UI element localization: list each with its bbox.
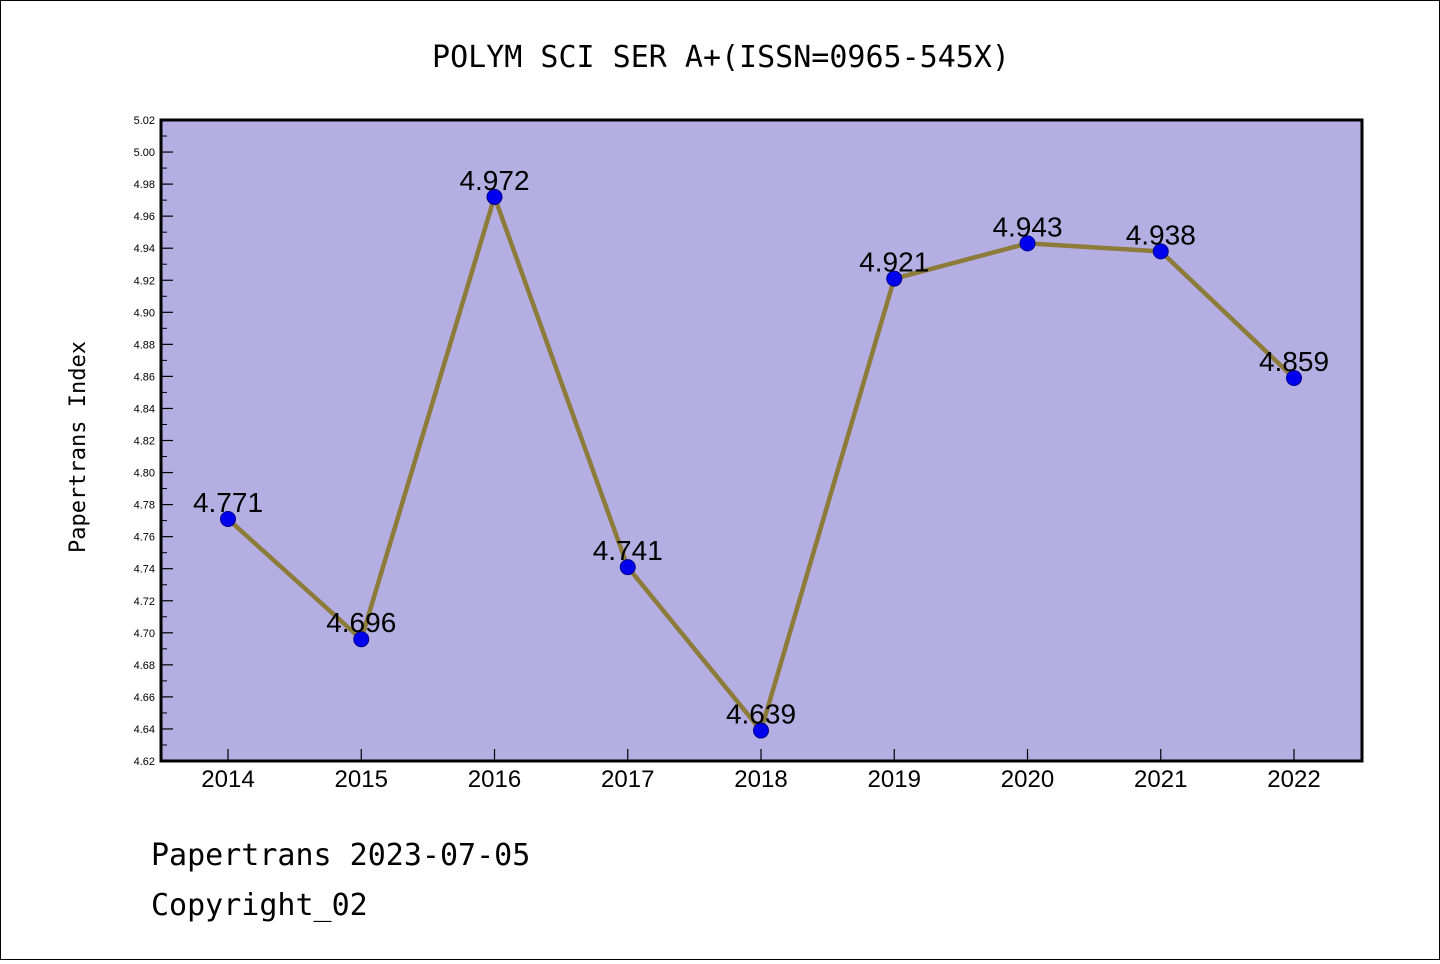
x-tick-label: 2022 <box>1267 766 1320 793</box>
data-point <box>1286 370 1302 387</box>
y-tick-label: 4.96 <box>134 211 155 223</box>
series-group <box>220 188 1302 739</box>
y-tick-label: 4.76 <box>134 532 155 544</box>
y-tick-label: 5.02 <box>134 115 155 127</box>
x-axis-ticks: 2014 2015 2016 2017 2018 2019 2020 2021 2022 <box>201 749 1321 793</box>
y-tick-label: 4.62 <box>134 756 155 768</box>
data-label: 4.741 <box>593 535 663 566</box>
y-tick-label: 4.66 <box>134 692 155 704</box>
data-point <box>1019 235 1036 252</box>
y-tick-label: 4.68 <box>134 660 155 672</box>
y-tick-label: 4.74 <box>134 564 155 576</box>
y-tick-label: 4.88 <box>134 339 155 351</box>
data-point <box>486 188 503 205</box>
data-label: 4.921 <box>859 247 929 278</box>
y-tick-label: 4.90 <box>134 307 155 319</box>
data-labels-group: 4.771 4.696 4.972 4.741 4.639 4.921 4.943 4.938… <box>193 165 1329 730</box>
y-tick-label: 4.80 <box>134 468 155 480</box>
data-point <box>353 631 370 648</box>
chart-title: POLYM SCI SER A+(ISSN=0965-545X) <box>432 40 1010 75</box>
footer-date: Papertrans 2023-07-05 <box>151 838 530 873</box>
data-point <box>619 559 636 576</box>
y-tick-label: 4.82 <box>134 436 155 448</box>
y-tick-label: 4.72 <box>134 596 155 608</box>
x-tick-label: 2014 <box>201 766 254 793</box>
footer-copyright: Copyright_02 <box>151 888 368 923</box>
x-tick-label: 2015 <box>335 766 388 793</box>
y-tick-label: 4.78 <box>134 500 155 512</box>
y-tick-label: 5.00 <box>134 147 155 159</box>
y-axis-ticks: 4.62 4.64 4.66 4.68 4.70 4.72 4.74 4.76 4.78 4.80… <box>134 115 173 768</box>
data-label: 4.771 <box>193 487 263 518</box>
data-point <box>220 511 236 528</box>
y-tick-label: 4.86 <box>134 371 155 383</box>
y-tick-label: 4.94 <box>134 243 155 255</box>
data-point <box>886 270 903 287</box>
data-point <box>1152 243 1169 260</box>
plot-area <box>159 118 1364 763</box>
data-label: 4.696 <box>326 607 396 638</box>
data-point <box>753 722 769 739</box>
data-label: 4.972 <box>459 165 529 196</box>
x-tick-label: 2017 <box>601 766 654 793</box>
x-tick-label: 2018 <box>734 766 787 793</box>
y-tick-label: 4.98 <box>134 179 155 191</box>
x-tick-label: 2020 <box>1001 766 1054 793</box>
y-axis-label: Papertrans Index <box>66 341 91 553</box>
y-tick-label: 4.64 <box>134 724 155 736</box>
x-tick-label: 2016 <box>468 766 521 793</box>
data-label: 4.938 <box>1126 219 1196 250</box>
x-tick-label: 2021 <box>1134 766 1187 793</box>
data-label: 4.639 <box>726 699 796 730</box>
y-tick-label: 4.70 <box>134 628 155 640</box>
data-label: 4.859 <box>1259 346 1329 377</box>
y-tick-label: 4.92 <box>134 275 155 287</box>
data-label: 4.943 <box>992 211 1062 242</box>
y-tick-label: 4.84 <box>134 403 155 415</box>
x-tick-label: 2019 <box>868 766 921 793</box>
